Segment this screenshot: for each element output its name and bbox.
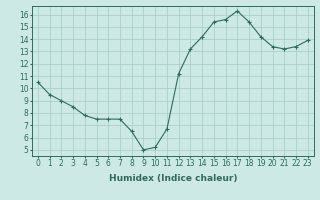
X-axis label: Humidex (Indice chaleur): Humidex (Indice chaleur) (108, 174, 237, 183)
